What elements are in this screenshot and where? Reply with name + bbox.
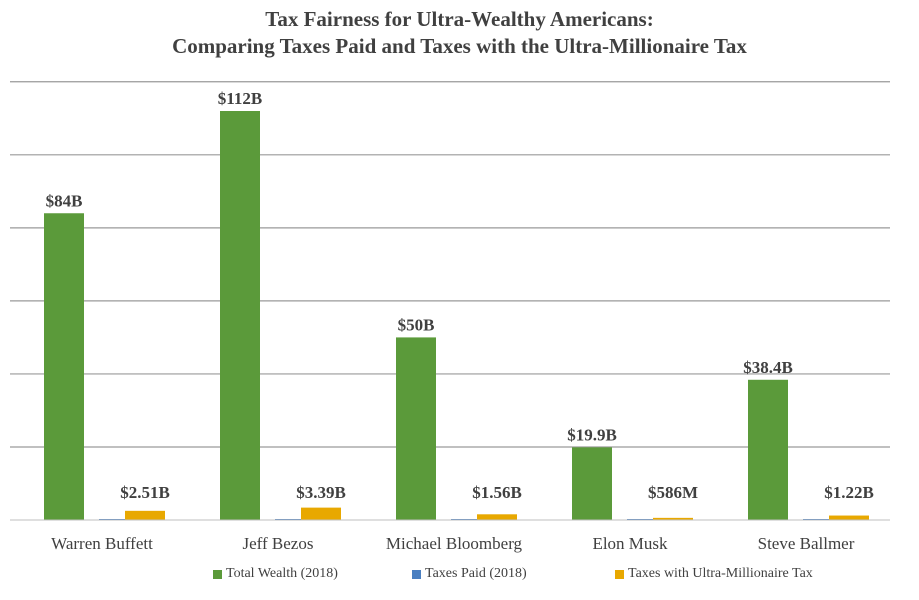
- bar-ultra-tax: [125, 510, 165, 520]
- chart-title-line-2: Comparing Taxes Paid and Taxes with the …: [172, 34, 747, 58]
- legend-label: Taxes Paid (2018): [425, 566, 527, 581]
- legend-label: Taxes with Ultra-Millionaire Tax: [628, 566, 813, 581]
- bar-wealth: [748, 379, 788, 520]
- gridlines: [10, 81, 890, 448]
- legend-label: Total Wealth (2018): [226, 566, 338, 581]
- bar-wealth: [572, 447, 612, 520]
- chart-title-line-1: Tax Fairness for Ultra-Wealthy Americans…: [265, 7, 654, 31]
- data-label: $19.9B: [567, 425, 617, 444]
- x-tick-label: Michael Bloomberg: [386, 534, 523, 553]
- x-tick-label: Jeff Bezos: [243, 534, 314, 553]
- bar-ultra-tax: [653, 517, 693, 520]
- data-label: $38.4B: [743, 358, 793, 377]
- x-tick-label: Elon Musk: [592, 534, 668, 553]
- legend-item: Taxes Paid (2018): [412, 566, 527, 582]
- data-labels: $84B $2.51B $112B $3.39B $50B $1.56B $19.9B $58…: [46, 89, 874, 502]
- data-label: $50B: [398, 315, 435, 334]
- x-tick-labels: Warren Buffett Jeff Bezos Michael Bloomber…: [51, 534, 855, 553]
- bar-wealth: [396, 337, 436, 520]
- bars: [44, 111, 869, 520]
- bar-wealth: [44, 213, 84, 520]
- x-tick-label: Warren Buffett: [51, 534, 153, 553]
- data-label: $586M: [648, 483, 698, 502]
- legend-swatch: [213, 569, 222, 579]
- legend-item: Taxes with Ultra-Millionaire Tax: [615, 566, 813, 582]
- data-label: $84B: [46, 191, 83, 210]
- bar-wealth: [220, 111, 260, 520]
- bar-ultra-tax: [477, 514, 517, 520]
- legend-swatch: [615, 569, 624, 579]
- data-label: $1.56B: [472, 483, 522, 502]
- legend-item: Total Wealth (2018): [213, 566, 338, 582]
- data-label: $1.22B: [824, 483, 874, 502]
- legend: Total Wealth (2018) Taxes Paid (2018) Taxe…: [0, 566, 919, 586]
- bar-ultra-tax: [829, 515, 869, 520]
- data-label: $2.51B: [120, 483, 170, 502]
- data-label: $112B: [218, 89, 262, 108]
- bar-ultra-tax: [301, 507, 341, 520]
- legend-swatch: [412, 569, 421, 579]
- data-label: $3.39B: [296, 483, 346, 502]
- x-tick-label: Steve Ballmer: [758, 534, 855, 553]
